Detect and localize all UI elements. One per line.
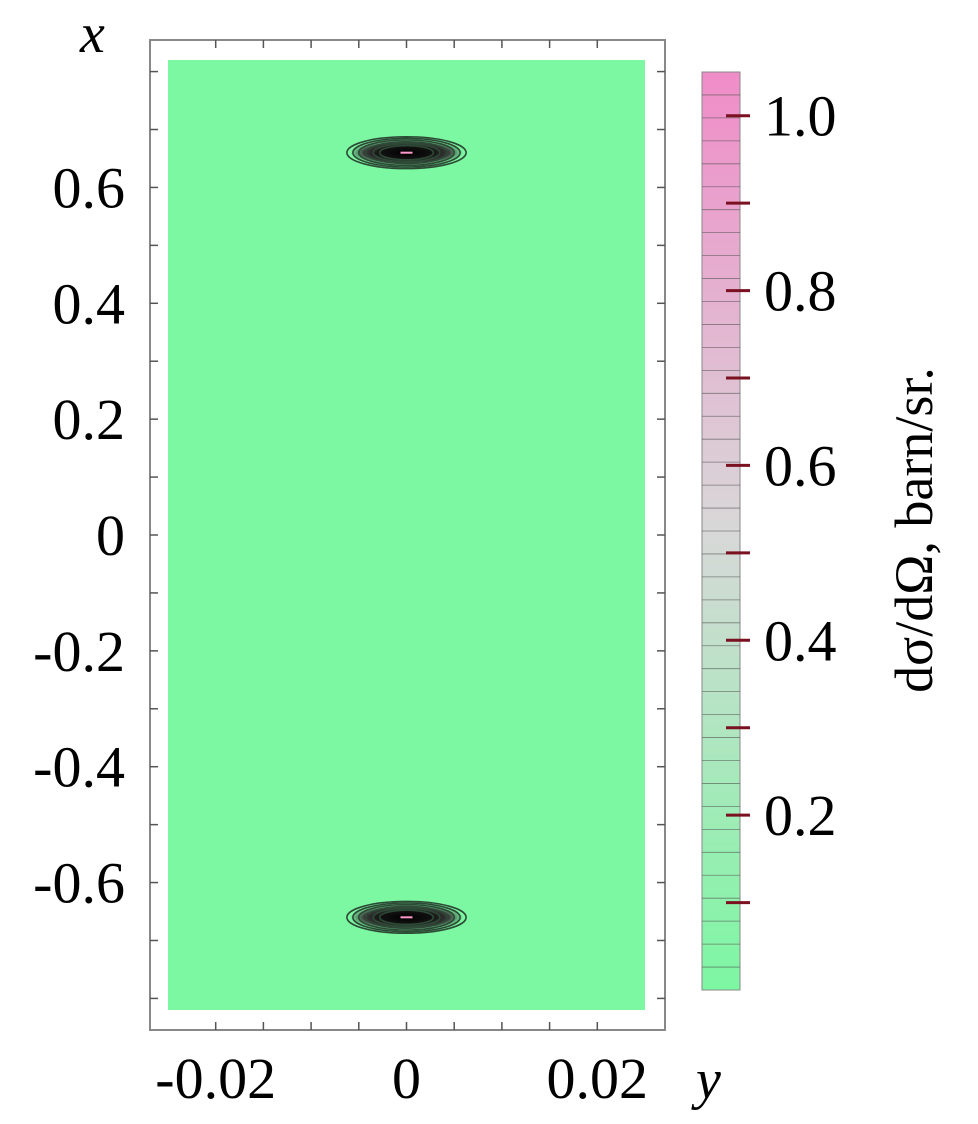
colorbar-tick-label: 0.2 <box>764 783 837 848</box>
x-tick-label: 0.02 <box>547 1046 649 1111</box>
contour-line <box>357 139 455 167</box>
peaks-layer <box>346 135 467 935</box>
contour-line <box>365 905 448 929</box>
x-tick-label: -0.02 <box>155 1046 276 1111</box>
x-tick-label: 0 <box>392 1046 421 1111</box>
peak-2 <box>346 900 467 935</box>
colorbar-tick-label: 0.4 <box>764 608 837 673</box>
y-axis-ticks: 0.6 0.4 0.2 0 -0.2 -0.4 -0.6 <box>33 155 125 915</box>
y-tick-label: -0.6 <box>33 851 125 916</box>
contour-line <box>357 903 455 931</box>
colorbar-label: dσ/dΩ, barn/sr. <box>884 367 944 693</box>
peak-1 <box>346 135 467 170</box>
colorbar-tick-label: 1.0 <box>764 84 837 149</box>
contour-line <box>372 142 441 163</box>
y-tick-label: 0.4 <box>53 271 126 336</box>
colorbar-tick-label: 0.8 <box>764 259 837 324</box>
contour-line <box>378 909 435 926</box>
y-tick-label: -0.4 <box>33 735 125 800</box>
contour-line <box>346 900 467 935</box>
contour-line <box>365 141 448 165</box>
frame-ticks <box>150 40 665 1030</box>
colorbar-levels <box>702 94 740 968</box>
y-tick-label: 0.2 <box>53 387 126 452</box>
y-tick-label: 0.6 <box>53 155 126 220</box>
contour-line <box>378 144 435 161</box>
contour-line <box>352 137 461 168</box>
contour-line <box>346 135 467 170</box>
colorbar-ticks: 1.0 0.8 0.6 0.4 0.2 <box>726 84 837 905</box>
heatmap-field <box>168 60 645 1010</box>
y-tick-label: 0 <box>96 503 125 568</box>
colorbar-tick-label: 0.6 <box>764 433 837 498</box>
y-tick-label: -0.2 <box>33 619 125 684</box>
x-axis-variable: y <box>691 1049 721 1111</box>
x-axis-ticks: -0.02 0 0.02 <box>155 1046 648 1111</box>
contour-line <box>372 907 441 928</box>
y-axis-variable: x <box>79 3 105 65</box>
contour-line <box>352 902 461 933</box>
